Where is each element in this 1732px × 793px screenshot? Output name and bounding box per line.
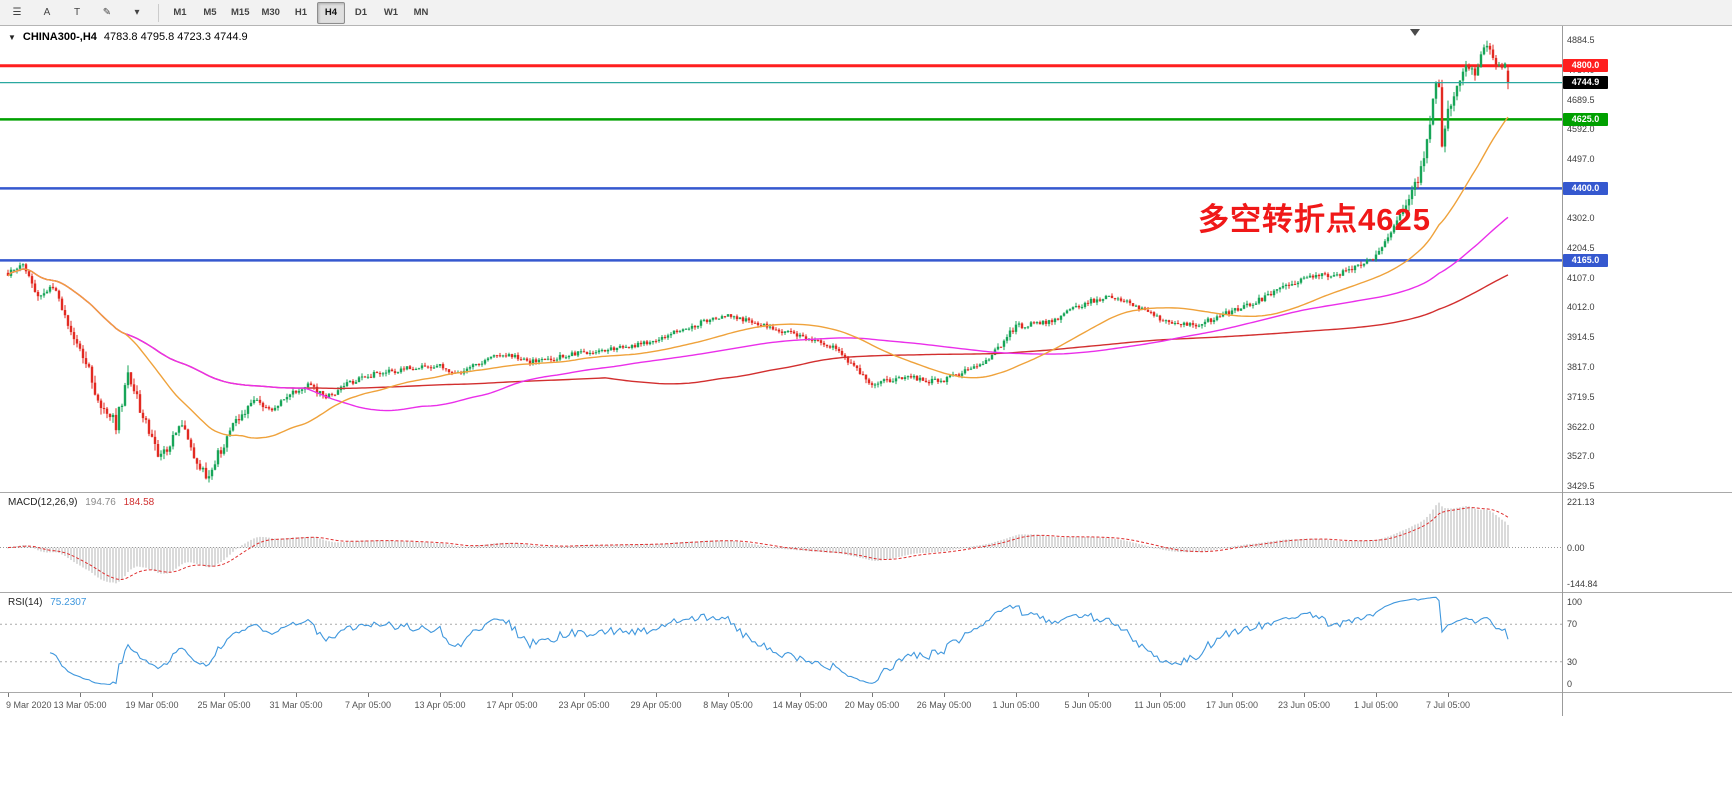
price-scale-label: 4107.0 bbox=[1567, 273, 1595, 284]
price-scale-label: 4497.0 bbox=[1567, 153, 1595, 164]
macd-scale-zero: 0.00 bbox=[1567, 542, 1585, 553]
time-axis-label: 23 Apr 05:00 bbox=[558, 700, 610, 710]
time-axis-label: 14 May 05:00 bbox=[772, 700, 828, 710]
price-scale-label: 4884.5 bbox=[1567, 34, 1595, 45]
price-line-badge: 4165.0 bbox=[1563, 253, 1608, 267]
timeframe-button-h4[interactable]: H4 bbox=[316, 1, 345, 24]
timeframe-button-m15[interactable]: M15 bbox=[231, 7, 250, 18]
time-axis-label: 5 Jun 05:00 bbox=[1064, 700, 1112, 710]
price-scale-label: 4689.5 bbox=[1567, 94, 1595, 105]
time-axis-label: 11 Jun 05:00 bbox=[1134, 700, 1186, 710]
time-axis-label: 13 Apr 05:00 bbox=[414, 700, 466, 710]
price-line-badge: 4400.0 bbox=[1563, 181, 1608, 195]
macd-title: MACD(12,26,9) bbox=[8, 497, 78, 508]
price-scale-label: 3719.5 bbox=[1567, 391, 1595, 402]
timeframe-button-h1[interactable]: H1 bbox=[294, 7, 308, 18]
time-axis-label: 9 Mar 2020 bbox=[6, 700, 52, 710]
macd-value-main: 194.76 bbox=[85, 497, 116, 508]
macd-scale-max: 221.13 bbox=[1567, 497, 1595, 507]
symbol-title: CHINA300-,H4 bbox=[22, 31, 97, 43]
symbol-dropdown-icon[interactable]: ▼ bbox=[8, 32, 16, 42]
price-scale-label: 4592.0 bbox=[1567, 124, 1595, 135]
time-axis-label: 20 May 05:00 bbox=[844, 700, 900, 710]
time-axis-label: 1 Jul 05:00 bbox=[1353, 700, 1399, 710]
time-axis-label: 31 Mar 05:00 bbox=[269, 700, 323, 710]
time-axis-label: 17 Jun 05:00 bbox=[1205, 700, 1259, 710]
time-axis-label: 23 Jun 05:00 bbox=[1277, 700, 1331, 710]
price-scale-label: 3622.0 bbox=[1567, 421, 1595, 432]
time-axis-label: 13 Mar 05:00 bbox=[53, 700, 107, 710]
price-scale-label: 3914.5 bbox=[1567, 332, 1595, 343]
price-scale-label: 3429.5 bbox=[1567, 480, 1595, 491]
time-axis-label: 7 Apr 05:00 bbox=[344, 700, 392, 710]
cursor-tool-icon[interactable]: A bbox=[43, 7, 51, 18]
macd-scale-min: -144.84 bbox=[1567, 579, 1598, 589]
rsi-scale-label: 100 bbox=[1567, 597, 1583, 607]
caret-down-icon[interactable]: ▾ bbox=[134, 7, 140, 18]
time-axis-label: 7 Jul 05:00 bbox=[1425, 700, 1471, 710]
draw-tool-icon[interactable]: ✎ bbox=[102, 7, 112, 18]
toolbar-separator bbox=[158, 3, 159, 22]
price-scale-label: 4012.0 bbox=[1567, 302, 1595, 313]
rsi-scale-label: 0 bbox=[1567, 679, 1573, 689]
price-scale-label: 4302.0 bbox=[1567, 213, 1595, 224]
timeframe-button-m1[interactable]: M1 bbox=[173, 7, 187, 18]
text-tool-icon[interactable]: T bbox=[73, 7, 81, 18]
timeframe-button-mn[interactable]: MN bbox=[413, 7, 429, 18]
rsi-header: RSI(14) 75.2307 bbox=[8, 597, 86, 608]
time-axis-label: 8 May 05:00 bbox=[703, 700, 753, 710]
price-line-badge: 4625.0 bbox=[1563, 112, 1608, 126]
macd-header: MACD(12,26,9) 194.76 184.58 bbox=[8, 497, 154, 508]
current-price-badge: 4744.9 bbox=[1563, 76, 1608, 90]
chart-shift-icon[interactable] bbox=[1410, 29, 1420, 36]
time-axis-label: 29 Apr 05:00 bbox=[630, 700, 682, 710]
rsi-scale-label: 30 bbox=[1567, 656, 1578, 667]
timeframe-button-m30[interactable]: M30 bbox=[261, 7, 280, 18]
macd-value-signal: 184.58 bbox=[123, 497, 155, 508]
time-axis-label: 26 May 05:00 bbox=[916, 700, 972, 710]
main-chart-header: ▼ CHINA300-,H4 4783.8 4795.8 4723.3 4744… bbox=[8, 31, 248, 43]
toolbar: ☰ A T ✎ ▾ M1 M5 M15 M30 H1 H4 D1 W1 MN bbox=[0, 0, 1732, 26]
annotation-text[interactable]: 多空转折点4625 bbox=[1198, 202, 1431, 237]
rsi-scale-label: 70 bbox=[1567, 619, 1578, 630]
menu-icon[interactable]: ☰ bbox=[12, 7, 22, 18]
time-axis-label: 25 Mar 05:00 bbox=[197, 700, 251, 710]
timeframe-button-w1[interactable]: W1 bbox=[383, 7, 399, 18]
price-line-badge: 4800.0 bbox=[1563, 59, 1608, 73]
price-scale-label: 4204.5 bbox=[1567, 243, 1595, 254]
price-scale-label: 3817.0 bbox=[1567, 362, 1595, 373]
time-axis-label: 19 Mar 05:00 bbox=[125, 700, 179, 710]
rsi-value: 75.2307 bbox=[50, 597, 87, 608]
price-scale-label: 3527.0 bbox=[1567, 450, 1595, 461]
timeframe-button-m5[interactable]: M5 bbox=[203, 7, 217, 18]
ohlc-values: 4783.8 4795.8 4723.3 4744.9 bbox=[103, 31, 248, 43]
timeframe-button-d1[interactable]: D1 bbox=[354, 7, 368, 18]
time-axis-label: 17 Apr 05:00 bbox=[486, 700, 538, 710]
rsi-title: RSI(14) bbox=[8, 597, 43, 608]
time-axis-label: 1 Jun 05:00 bbox=[992, 700, 1040, 710]
